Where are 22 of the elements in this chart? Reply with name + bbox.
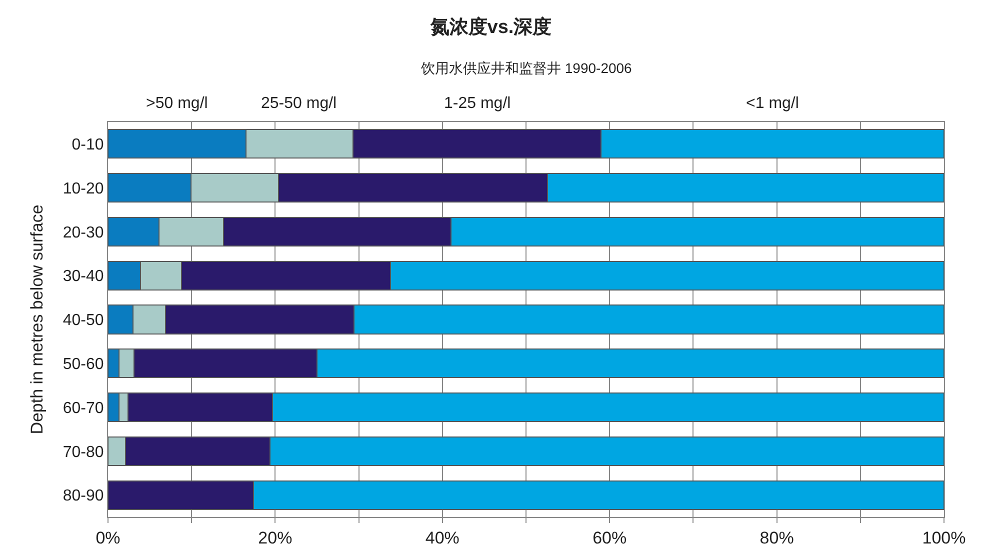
series-label: >50 mg/l <box>146 95 208 112</box>
x-tick-label: 20% <box>258 528 292 548</box>
x-tick-label: 60% <box>592 528 627 548</box>
y-tick-label: 60-70 <box>62 400 104 417</box>
x-tick-label: 40% <box>425 528 460 548</box>
y-tick-label: 10-20 <box>62 180 104 198</box>
x-tick-label: 0% <box>96 528 120 548</box>
y-tick-label: 80-90 <box>62 488 104 505</box>
y-axis-title: Depth in metres below surface <box>27 204 46 434</box>
series-label: <1 mg/l <box>746 95 799 112</box>
series-label: 25-50 mg/l <box>261 95 337 112</box>
chart-subtitle: 饮用水供应井和监督井 1990-2006 <box>420 60 632 76</box>
y-tick-label: 70-80 <box>62 444 104 461</box>
y-tick-label: 0-10 <box>72 136 104 154</box>
y-tick-label: 30-40 <box>62 268 104 286</box>
x-tick-label: 100% <box>922 528 966 548</box>
y-tick-label: 20-30 <box>62 224 104 242</box>
y-tick-label: 40-50 <box>62 312 104 330</box>
y-tick-label: 50-60 <box>62 356 104 373</box>
chart-title: 氮浓度vs.深度 <box>429 16 552 38</box>
x-tick-label: 80% <box>760 528 794 548</box>
series-label: 1-25 mg/l <box>444 95 511 112</box>
